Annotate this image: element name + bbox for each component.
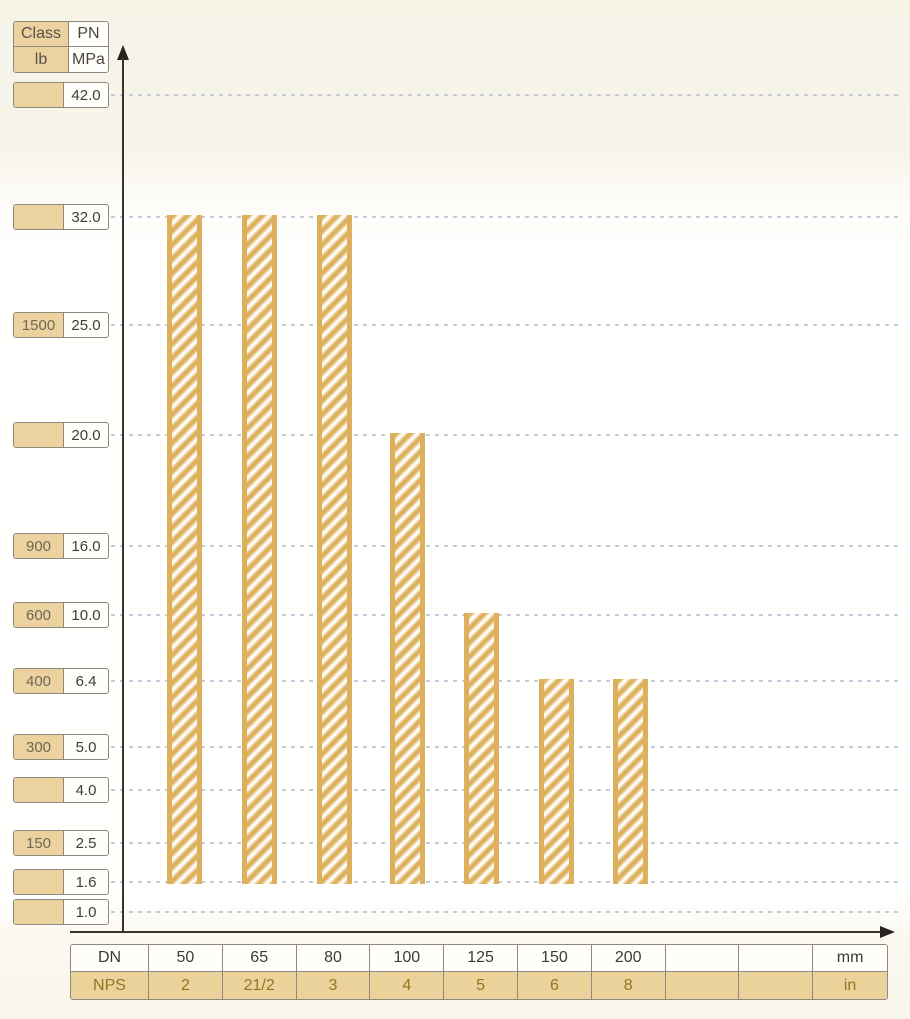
bar-dn-125 [464,613,499,884]
gridline [111,680,898,682]
nps-cell: 3 [296,972,371,999]
pn-mpa-value: 6.4 [75,672,97,690]
bar-dn-65 [242,215,277,884]
class-lb-value: 600 [14,603,64,627]
dn-unit-cell: mm [813,945,887,972]
y-tick-box: 1500 25.0 [13,312,109,338]
dn-cell: 50 [149,945,223,972]
dn-row-header: DN [71,945,149,972]
gridline [111,746,898,748]
nps-cell: 5 [444,972,518,999]
y-axis-arrow-icon [117,45,129,60]
nps-cell: 4 [370,972,445,999]
class-lb-value [14,778,64,802]
pn-mpa-value: 10.0 [71,606,101,624]
dn-cell: 125 [444,945,518,972]
class-lb-value [14,423,64,447]
pn-mpa-value: 32.0 [71,208,101,226]
bar-dn-100 [390,433,425,884]
pn-mpa-value: 42.0 [71,86,101,104]
class-lb-value: 900 [14,534,64,558]
nps-cell: 21/2 [222,972,297,999]
size-table: DN 50 65 80 100 125 150 200 mm NPS 2 21/2 3 4 5 6 8 in [70,944,888,1000]
nps-row-header: NPS [71,972,149,999]
gridline [111,216,898,218]
y-tick-box: 4.0 [13,777,109,803]
y-tick-box: 1.6 [13,869,109,895]
y-tick-box: 20.0 [13,422,109,448]
gridline [111,881,898,883]
y-tick-box: 1.0 [13,899,109,925]
axis-legend-table: Class PN lb MPa [13,21,109,73]
nps-cell: 6 [518,972,592,999]
dn-cell: 150 [518,945,592,972]
y-tick-box: 32.0 [13,204,109,230]
legend-pn-label: PN [69,22,108,47]
class-lb-value: 300 [14,735,64,759]
y-tick-box: 300 5.0 [13,734,109,760]
y-tick-box: 600 10.0 [13,602,109,628]
class-lb-value [14,205,64,229]
bar-dn-150 [539,679,574,884]
y-tick-box: 900 16.0 [13,533,109,559]
legend-class-label: Class [14,22,69,47]
y-tick-box: 150 2.5 [13,830,109,856]
nps-cell: 8 [591,972,666,999]
y-tick-box: 400 6.4 [13,668,109,694]
class-lb-value: 1500 [14,313,64,337]
x-axis-arrow-icon [880,926,895,938]
pn-mpa-value: 1.6 [75,873,97,891]
dn-cell [665,945,740,972]
dn-cell: 65 [222,945,297,972]
class-lb-value [14,83,64,107]
class-lb-value: 400 [14,669,64,693]
gridline [111,789,898,791]
nps-unit-cell: in [813,972,887,999]
dn-cell: 200 [591,945,666,972]
y-axis-line [122,58,124,933]
y-tick-box: 42.0 [13,82,109,108]
legend-lb-label: lb [14,47,69,72]
gridline [111,324,898,326]
dn-cell: 100 [370,945,445,972]
bar-dn-50 [167,215,202,884]
gridline [111,434,898,436]
class-lb-value [14,900,64,924]
gridline [111,911,898,913]
dn-cell [739,945,814,972]
x-axis-line [70,931,882,933]
legend-mpa-label: MPa [72,50,105,68]
gridline [111,614,898,616]
pn-mpa-value: 20.0 [71,426,101,444]
class-lb-value [14,870,64,894]
gridline [111,842,898,844]
nps-cell [739,972,814,999]
pn-mpa-value: 4.0 [75,781,97,799]
pn-mpa-value: 16.0 [71,537,101,555]
bar-dn-80 [317,215,352,884]
class-lb-value: 150 [14,831,64,855]
gridline [111,94,898,96]
pn-mpa-value: 2.5 [75,834,97,852]
pn-mpa-value: 1.0 [75,903,97,921]
bar-dn-200 [613,679,648,884]
nps-cell: 2 [149,972,223,999]
pn-mpa-value: 25.0 [71,316,101,334]
dn-cell: 80 [296,945,371,972]
pn-mpa-value: 5.0 [75,738,97,756]
gridline [111,545,898,547]
nps-cell [665,972,740,999]
